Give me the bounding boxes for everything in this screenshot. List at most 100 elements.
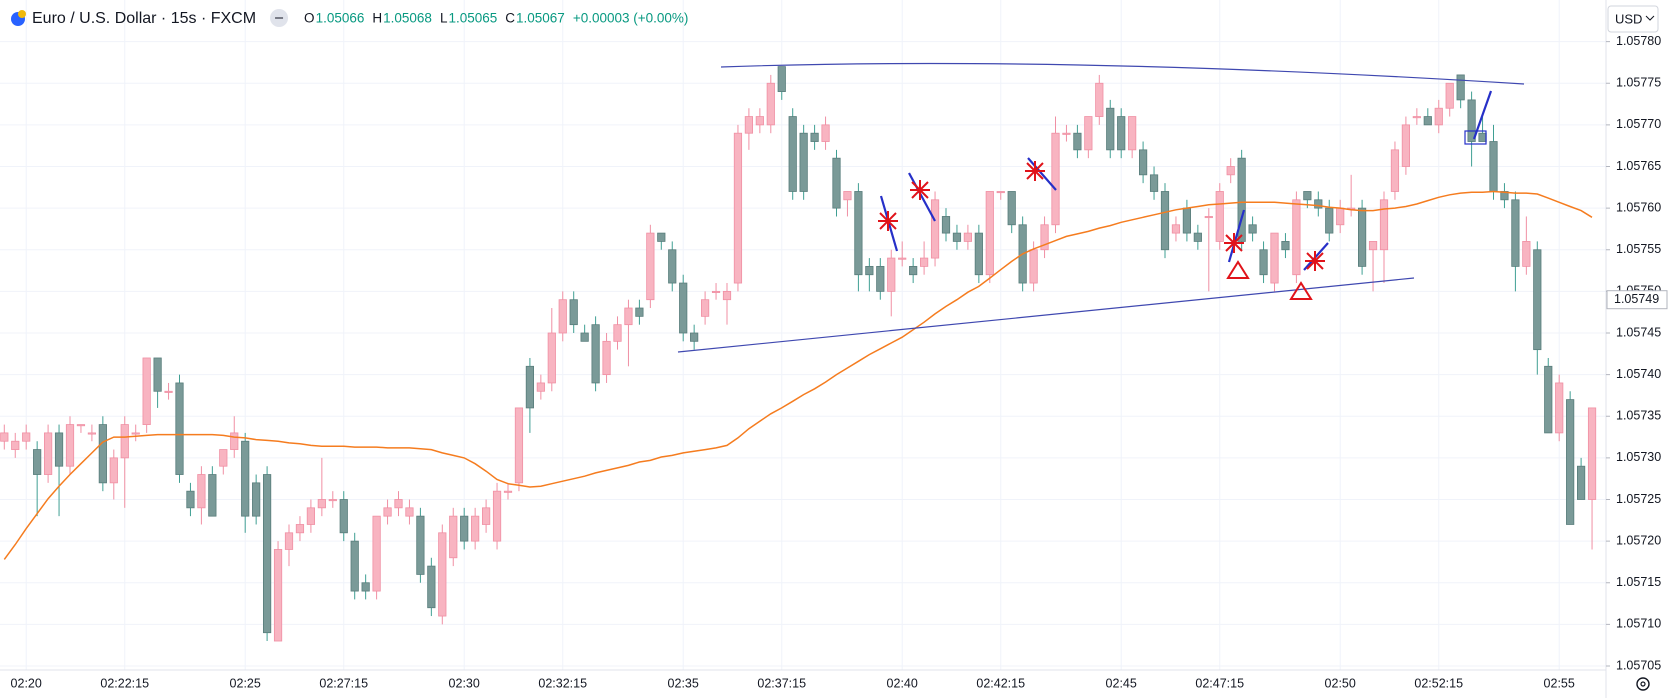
- candle-body: [1522, 241, 1531, 267]
- candle-body: [799, 132, 808, 192]
- candle-body: [306, 507, 316, 525]
- x-tick-label: 02:45: [1106, 676, 1137, 690]
- ohlc-label: L: [440, 11, 448, 26]
- candle-body: [788, 116, 797, 192]
- stroke: [1227, 209, 1246, 263]
- ohlc-label: H: [372, 11, 382, 26]
- candle-body: [438, 532, 447, 617]
- candle-body: [1226, 166, 1235, 176]
- candle-body: [1555, 382, 1564, 434]
- candle-body: [328, 499, 337, 502]
- x-tick-label: 02:35: [668, 676, 699, 690]
- candle-body: [1029, 249, 1038, 284]
- candle-body: [0, 432, 9, 442]
- candle-body: [120, 424, 129, 459]
- ohlc-label: C: [505, 11, 515, 26]
- candle-body: [536, 382, 545, 392]
- candle-body: [1314, 199, 1323, 209]
- x-tick-label: 02:50: [1325, 676, 1356, 690]
- candle-body: [755, 116, 764, 126]
- y-tick-label: 1.05775: [1616, 76, 1661, 90]
- candle-body: [1040, 224, 1049, 251]
- star: [1224, 233, 1244, 253]
- strokes: [879, 90, 1493, 271]
- candle-body: [963, 232, 973, 242]
- candle-body: [262, 474, 272, 634]
- candle-body: [1215, 191, 1224, 242]
- candle-body: [941, 216, 951, 234]
- candle-body: [547, 332, 556, 384]
- settings-icon[interactable]: [1636, 677, 1650, 691]
- candle-body: [76, 424, 86, 427]
- ohlc-value: 1.05066: [316, 11, 365, 26]
- candle-body: [1423, 116, 1432, 126]
- candle-body: [175, 382, 184, 475]
- candle-body: [1139, 149, 1148, 176]
- currency-button[interactable]: [1607, 5, 1659, 33]
- grid: [0, 0, 1606, 670]
- stroke: [1027, 157, 1057, 191]
- candle-body: [580, 332, 589, 342]
- candle-body: [1489, 141, 1498, 192]
- candle-body: [1577, 465, 1586, 500]
- candle-body: [591, 324, 600, 384]
- candle-body: [1533, 249, 1542, 351]
- y-tick-label: 1.05720: [1616, 533, 1661, 547]
- candle-body: [1412, 116, 1421, 119]
- y-tick-label: 1.05740: [1616, 367, 1661, 381]
- y-tick-label: 1.05755: [1616, 242, 1661, 256]
- candle-body: [1259, 249, 1268, 276]
- candle-body: [317, 499, 326, 509]
- x-tick-label: 02:32:15: [538, 676, 587, 690]
- y-tick-label: 1.05765: [1616, 159, 1661, 173]
- candle-body: [558, 299, 567, 334]
- candle-body: [1270, 232, 1279, 284]
- candle-body: [186, 490, 195, 509]
- candle-body: [920, 257, 929, 267]
- x-tick-label: 02:30: [449, 676, 480, 690]
- star: [1305, 251, 1325, 271]
- legend: Euro / U.S. Dollar · 15s · FXCM O 1.05066…: [11, 9, 688, 27]
- candle-body: [810, 132, 819, 142]
- y-tick-label: 1.05745: [1616, 325, 1661, 339]
- stroke: [908, 172, 936, 222]
- triangle: [1226, 260, 1250, 279]
- candle-body: [44, 432, 53, 475]
- x-tick-label: 02:42:15: [976, 676, 1025, 690]
- candle-body: [1587, 407, 1597, 500]
- y-tick-label: 1.05735: [1616, 409, 1661, 423]
- candle-body: [98, 424, 107, 484]
- ohlc-value: 1.05067: [516, 11, 565, 26]
- candle-body: [427, 565, 436, 609]
- candle-body: [679, 282, 688, 334]
- currency[interactable]: USD: [1615, 11, 1642, 26]
- candle-body: [1336, 207, 1345, 226]
- candle-body: [22, 432, 31, 442]
- candle-body: [624, 307, 633, 326]
- moving-average: [3, 190, 1593, 560]
- candle-body: [460, 515, 469, 542]
- candle-body: [1160, 191, 1170, 251]
- candle-body: [974, 232, 983, 276]
- triangle: [1289, 281, 1313, 300]
- candle-body: [54, 432, 64, 467]
- candle-body: [1281, 241, 1290, 251]
- candle-body: [142, 357, 151, 425]
- x-tick-label: 02:55: [1544, 676, 1575, 690]
- candle-body: [1062, 132, 1071, 135]
- candle-body: [252, 482, 261, 517]
- candle-body: [1095, 82, 1104, 117]
- candle-body: [1292, 199, 1301, 276]
- candle-body: [1303, 191, 1312, 201]
- y-tick-label: 1.05770: [1616, 117, 1661, 131]
- x-tick-label: 02:25: [230, 676, 261, 690]
- candle-body: [766, 82, 775, 126]
- candle-body: [1149, 174, 1159, 192]
- candle-body: [230, 432, 239, 450]
- y-tick-label: 1.05730: [1616, 450, 1661, 464]
- y-tick-label: 1.05780: [1616, 34, 1661, 48]
- candle-body: [711, 290, 721, 293]
- candle-body: [350, 540, 359, 592]
- candle-body: [219, 449, 228, 467]
- y-tick-label: 1.05760: [1616, 200, 1661, 214]
